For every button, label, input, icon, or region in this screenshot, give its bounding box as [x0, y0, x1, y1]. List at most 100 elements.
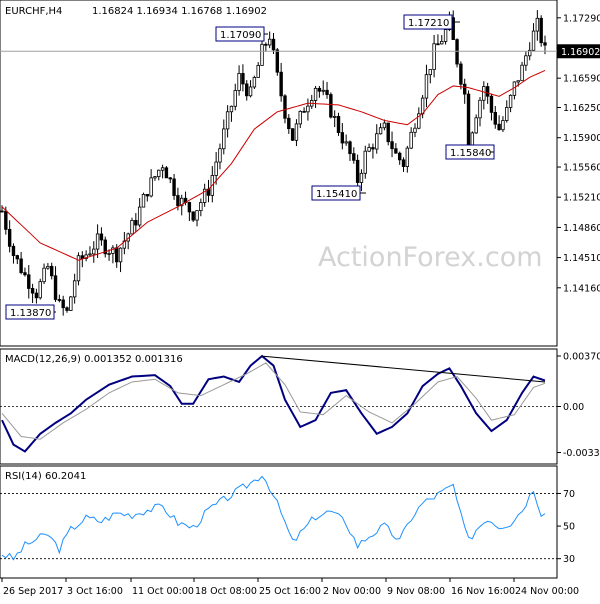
candle-body — [535, 17, 540, 32]
candle-body — [237, 73, 241, 91]
candle-body — [180, 197, 184, 207]
price-annotation-label: 1.13870 — [10, 308, 51, 319]
current-price-label: 1.16902 — [561, 47, 600, 58]
candle-body — [528, 49, 532, 57]
candle-body — [27, 274, 31, 289]
price-y-tick-label: 1.15560 — [563, 163, 600, 174]
candle-body — [214, 161, 218, 176]
candle-body — [417, 113, 421, 129]
candle-body — [65, 307, 69, 311]
price-y-tick-label: 1.14860 — [563, 223, 600, 234]
candle-body — [84, 254, 88, 259]
candle-body — [298, 110, 302, 125]
candle-body — [267, 38, 272, 46]
candle-body — [359, 172, 364, 183]
candle-body — [157, 169, 161, 178]
candle-body — [241, 73, 245, 85]
candle-body — [420, 97, 425, 115]
candle-body — [130, 219, 134, 235]
candle-body — [264, 43, 268, 46]
candle-body — [505, 107, 509, 121]
candle-body — [455, 39, 459, 65]
candle-body — [382, 122, 387, 129]
macd-trendline — [261, 355, 546, 383]
candle-body — [390, 141, 394, 150]
price-y-tick-label: 1.14510 — [563, 253, 600, 264]
candle-body — [516, 80, 520, 83]
price-annotation-label: 1.15840 — [450, 148, 491, 159]
candle-body — [306, 105, 310, 113]
candle-body — [336, 115, 341, 133]
candle-body — [137, 206, 142, 226]
candle-body — [474, 117, 478, 134]
rsi-panel-title: RSI(14) 60.2041 — [5, 471, 86, 482]
candle-body — [38, 281, 42, 299]
rsi-y-tick-label: 70 — [563, 489, 575, 500]
price-annotation-label: 1.15410 — [316, 189, 357, 200]
candle-body — [172, 178, 176, 196]
candle-body — [482, 86, 486, 101]
price-y-tick-label: 1.15210 — [563, 193, 600, 204]
candle-body — [199, 202, 203, 212]
candle-body — [111, 247, 115, 254]
x-tick-label: 26 Sep 2017 — [3, 586, 63, 597]
price-y-tick-label: 1.16590 — [563, 74, 600, 85]
candle-body — [271, 38, 276, 51]
macd-y-axis: 0.003705 0.00 -0.003379 — [557, 352, 600, 459]
x-tick-label: 2 Nov 00:00 — [323, 586, 381, 597]
current-price-tag — [557, 44, 600, 59]
price-series-layer: 1.17090 1.17210 1.13870 1.15410 1.15840 — [0, 10, 557, 320]
candle-body — [332, 115, 337, 118]
candle-body — [248, 86, 253, 97]
candle-body — [107, 252, 111, 255]
candle-body — [329, 94, 333, 118]
candle-body — [348, 141, 352, 155]
x-tick-label: 9 Nov 08:00 — [387, 586, 445, 597]
candle-body — [164, 167, 169, 179]
price-y-tick-label: 1.16250 — [563, 103, 600, 114]
candle-body — [80, 255, 85, 259]
macd-y-tick-label: 0.00 — [563, 402, 584, 413]
candle-body — [92, 248, 96, 255]
candle-body — [524, 55, 528, 66]
candle-body — [61, 299, 65, 309]
x-tick-label: 25 Oct 16:00 — [259, 586, 321, 597]
candle-body — [543, 42, 547, 46]
candle-body — [378, 127, 383, 135]
candle-body — [275, 49, 280, 73]
candle-body — [252, 77, 257, 88]
x-tick-label: 11 Oct 00:00 — [132, 586, 194, 597]
candle-body — [176, 195, 180, 207]
candle-body — [53, 275, 58, 300]
candle-body — [325, 89, 329, 95]
rsi-line — [1, 475, 546, 561]
candle-body — [95, 233, 100, 250]
candle-body — [508, 94, 513, 108]
candle-body — [160, 167, 165, 171]
candle-body — [531, 30, 536, 51]
candle-body — [302, 110, 306, 113]
candle-body — [149, 177, 153, 197]
candle-body — [19, 258, 23, 274]
candle-body — [428, 69, 432, 76]
candle-body — [229, 105, 234, 113]
candle-body — [256, 64, 260, 78]
candle-body — [409, 131, 413, 149]
candle-body — [283, 95, 287, 119]
candle-body — [497, 123, 501, 131]
x-tick-label: 18 Oct 08:00 — [195, 586, 257, 597]
candle-body — [375, 133, 379, 150]
candle-body — [141, 193, 146, 208]
candle-body — [321, 89, 325, 92]
price-annotation-label: 1.17090 — [220, 30, 261, 41]
candle-body — [69, 296, 73, 311]
candle-body — [485, 86, 490, 97]
macd-series-layer — [0, 354, 557, 453]
candle-body — [168, 177, 172, 180]
candle-body — [344, 141, 348, 144]
candle-body — [0, 210, 4, 213]
candle-body — [11, 245, 16, 256]
candle-body — [432, 43, 436, 70]
